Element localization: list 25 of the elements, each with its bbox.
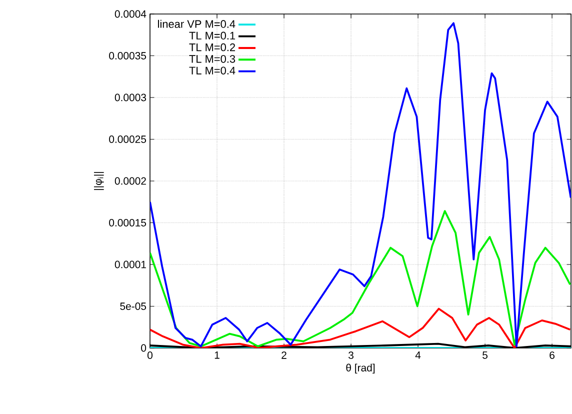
legend-label: TL M=0.4: [189, 66, 236, 74]
y-tick-label: 0: [141, 344, 146, 352]
y-tick-label: 0.0003: [114, 94, 146, 102]
line-series: [150, 210, 572, 348]
y-tick-label: 5e-05: [120, 302, 146, 310]
x-tick-label: 0: [148, 352, 152, 359]
legend-label: linear VP M=0.4: [158, 20, 236, 28]
x-tick-label: 5: [482, 352, 488, 359]
x-tick-label: 6: [550, 352, 554, 359]
x-tick-label: 2: [282, 352, 286, 359]
legend-label: TL M=0.1: [189, 32, 236, 40]
x-tick-label: 3: [348, 352, 354, 359]
legend-label: TL M=0.3: [189, 55, 236, 63]
y-tick-label: 0.0002: [114, 177, 146, 185]
x-axis-title: θ [rad]: [346, 364, 375, 374]
legend-label: TL M=0.2: [189, 43, 236, 52]
y-tick-label: 0.0004: [114, 10, 146, 18]
y-tick-label: 0.00035: [109, 52, 146, 60]
y-axis-title: ||φ$_{i}$||: [94, 172, 104, 190]
y-tick-label: 0.0001: [114, 260, 146, 268]
x-tick-label: 1: [214, 352, 220, 359]
line-series: [150, 308, 572, 348]
y-tick-label: 0.00015: [109, 219, 146, 226]
y-tick-label: 0.00025: [109, 136, 146, 143]
x-tick-label: 4: [415, 352, 421, 359]
